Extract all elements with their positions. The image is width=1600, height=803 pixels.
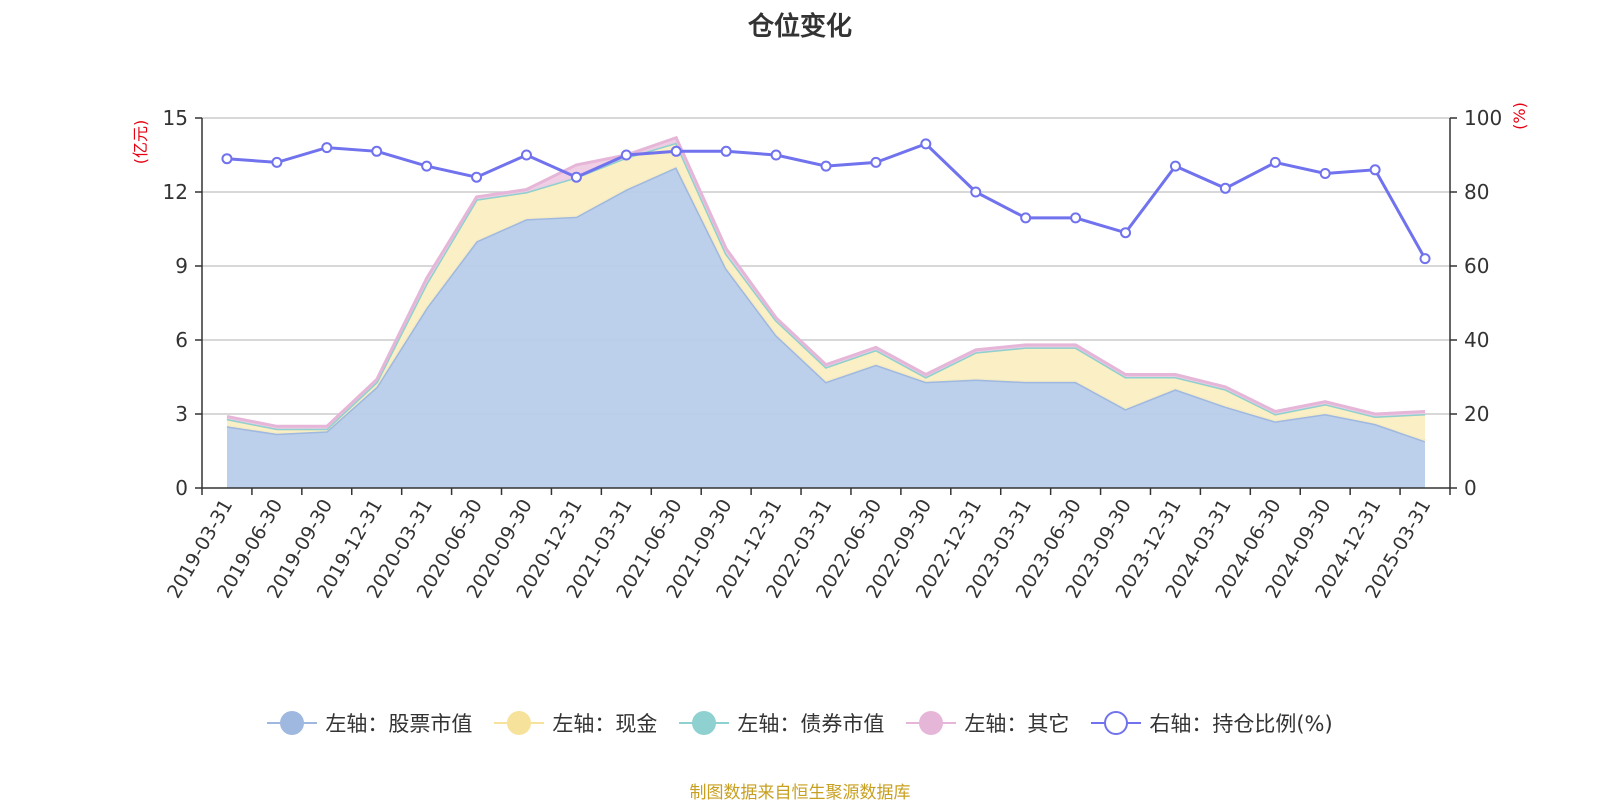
- left-tick-label: 3: [175, 402, 188, 426]
- area-fill-1: [227, 142, 1425, 442]
- legend: 左轴：股票市值 左轴：现金 左轴：债券市值 左轴：其它 右轴：持仓比例(%): [0, 708, 1600, 738]
- ratio-point: [1219, 182, 1231, 194]
- ratio-point: [1419, 253, 1431, 265]
- ratio-line-series: [221, 138, 1431, 265]
- legend-bond-icon: [679, 711, 730, 735]
- source-note: 制图数据来自恒生聚源数据库: [689, 783, 911, 803]
- left-axis-unit: (亿元): [131, 120, 150, 165]
- legend-ratio-icon: [1091, 711, 1142, 735]
- ratio-point: [970, 186, 982, 198]
- left-tick-label: 15: [163, 106, 188, 130]
- ratio-point: [371, 145, 383, 157]
- ratio-point: [321, 142, 333, 154]
- ratio-point: [1020, 212, 1032, 224]
- ratio-point: [670, 145, 682, 157]
- legend-label: 左轴：债券市值: [737, 712, 885, 736]
- right-tick-label: 80: [1464, 180, 1489, 204]
- legend-cash-icon: [494, 711, 545, 735]
- left-tick-label: 9: [175, 254, 188, 278]
- right-tick-label: 60: [1464, 254, 1489, 278]
- ratio-point: [1369, 164, 1381, 176]
- ratio-point: [770, 149, 782, 161]
- chart-title: 仓位变化: [747, 12, 852, 42]
- legend-item-cash[interactable]: 左轴：现金: [494, 708, 657, 738]
- ratio-point: [1319, 168, 1331, 179]
- ratio-point: [271, 156, 283, 168]
- ratio-point: [1120, 227, 1132, 239]
- legend-item-stock[interactable]: 左轴：股票市值: [267, 708, 472, 738]
- ratio-point: [820, 160, 832, 172]
- left-tick-label: 0: [175, 476, 188, 500]
- right-axis-unit: (%): [1510, 102, 1529, 130]
- legend-item-other[interactable]: 左轴：其它: [906, 708, 1069, 738]
- left-tick-label: 6: [175, 328, 188, 352]
- right-tick-label: 100: [1464, 106, 1502, 130]
- area-fill-0: [227, 167, 1425, 489]
- legend-label: 左轴：其它: [964, 712, 1070, 736]
- ratio-point: [221, 153, 233, 165]
- legend-label: 左轴：现金: [552, 712, 658, 736]
- legend-label: 左轴：股票市值: [325, 712, 473, 736]
- ratio-point: [870, 156, 882, 168]
- ratio-point: [620, 149, 632, 161]
- right-tick-label: 0: [1464, 476, 1477, 500]
- area-series: [226, 135, 1426, 489]
- right-tick-label: 20: [1464, 402, 1489, 426]
- ratio-point: [720, 145, 732, 157]
- ratio-point: [570, 171, 582, 183]
- axes: 036912150204060801002019-03-312019-06-30…: [163, 106, 1503, 602]
- ratio-point: [920, 138, 932, 150]
- legend-label: 右轴：持仓比例(%): [1149, 712, 1333, 736]
- ratio-point: [1070, 212, 1082, 224]
- legend-item-ratio[interactable]: 右轴：持仓比例(%): [1091, 708, 1333, 738]
- ratio-point: [1269, 156, 1281, 168]
- ratio-point: [520, 149, 532, 161]
- legend-other-icon: [906, 711, 957, 735]
- area-line-3: [226, 135, 1426, 428]
- right-tick-label: 40: [1464, 328, 1489, 352]
- legend-stock-icon: [267, 711, 318, 735]
- left-tick-label: 12: [163, 180, 188, 204]
- ratio-point: [421, 160, 433, 172]
- legend-item-bond[interactable]: 左轴：债券市值: [679, 708, 884, 738]
- ratio-point: [471, 171, 483, 183]
- ratio-point: [1169, 160, 1181, 172]
